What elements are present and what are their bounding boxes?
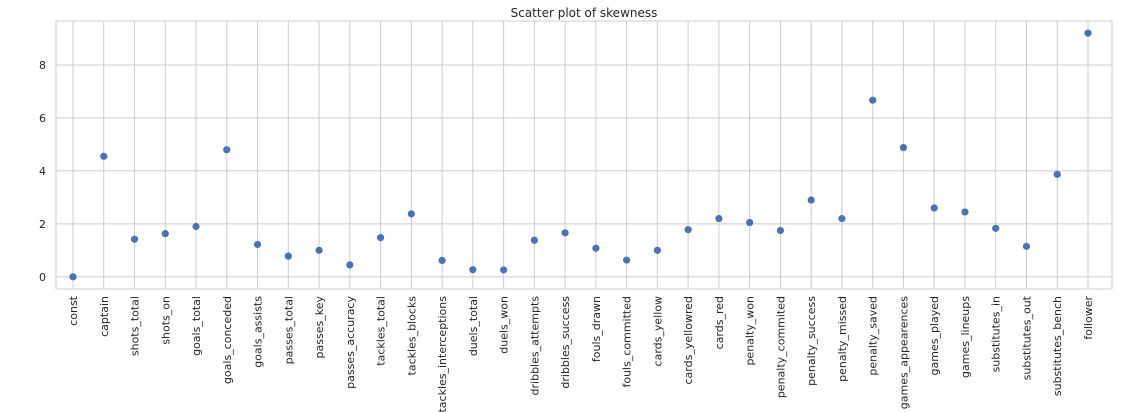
x-tick-label-duels-total: duels_total [467, 296, 480, 356]
data-point-penalty-missed [838, 214, 846, 223]
data-point-const [69, 273, 77, 281]
x-tick-label-substitutes-in: substitutes_in [990, 296, 1003, 372]
x-tick-label-follower: follower [1082, 296, 1095, 340]
data-point-tackles-blocks [407, 210, 415, 218]
y-tick-label: 2 [39, 218, 46, 231]
data-point-cards-yellow [653, 246, 661, 254]
x-tick-label-dribbles-attempts: dribbles_attempts [528, 296, 541, 396]
x-tick-label-duels-won: duels_won [498, 296, 511, 354]
x-tick-label-games-played: games_played [928, 296, 941, 375]
x-tick-label-games-appearences: games_appearences [897, 296, 910, 409]
plot-area-frame [55, 20, 1113, 290]
data-point-passes-key [315, 246, 323, 254]
data-point-penalty-success [807, 196, 815, 204]
x-tick-label-passes-accuracy: passes_accuracy [344, 296, 357, 389]
data-point-games-played [930, 204, 938, 212]
grid-lines [56, 21, 1112, 289]
x-tick-label-passes-key: passes_key [313, 296, 326, 359]
y-tick-label: 4 [39, 165, 46, 178]
x-tick-labels: const captain shots_total shots_on goals_tot… [67, 295, 1095, 412]
data-point-duels-won [500, 266, 508, 274]
data-point-penalty-saved [869, 96, 877, 104]
data-point-tackles-interceptions [438, 256, 446, 264]
x-tick-label-substitutes-bench: substitutes_bench [1051, 296, 1064, 396]
data-point-cards-red [715, 214, 723, 223]
x-tick-label-const: const [67, 295, 80, 325]
x-tick-label-penalty-commited: penalty_commited [774, 296, 787, 398]
data-point-goals-total [192, 222, 200, 231]
data-point-fouls-committed [623, 256, 631, 264]
data-point-substitutes-out [1022, 242, 1031, 250]
data-point-fouls-drawn [592, 244, 600, 252]
data-points [69, 29, 1092, 281]
y-tick-label: 6 [39, 112, 46, 125]
x-tick-label-penalty-won: penalty_won [744, 296, 757, 366]
data-point-games-appearences [899, 143, 908, 152]
x-tick-label-substitutes-out: substitutes_out [1020, 295, 1033, 380]
data-point-passes-accuracy [346, 261, 354, 269]
x-tick-label-tackles-blocks: tackles_blocks [405, 296, 418, 376]
data-point-penalty-won [746, 218, 754, 227]
x-tick-label-shots-total: shots_total [129, 296, 142, 356]
x-tick-label-passes-total: passes_total [282, 296, 295, 364]
data-point-goals-assists [253, 240, 262, 249]
data-point-substitutes-bench [1053, 170, 1061, 178]
x-tick-label-goals-assists: goals_assists [252, 296, 265, 368]
data-point-tackles-total [376, 234, 385, 242]
chart-title: Scatter plot of skewness [511, 6, 658, 20]
x-tick-label-goals-conceded: goals_conceded [221, 296, 234, 384]
data-point-goals-conceded [223, 146, 231, 154]
y-tick-labels: 0 2 4 6 8 [39, 59, 46, 284]
data-point-games-lineups [961, 208, 969, 216]
x-tick-label-cards-yellowred: cards_yellowred [682, 296, 695, 384]
x-tick-label-penalty-missed: penalty_missed [836, 296, 849, 382]
y-tick-label: 8 [39, 59, 46, 72]
data-point-shots-total [130, 235, 139, 243]
x-tick-label-cards-yellow: cards_yellow [651, 296, 664, 366]
x-tick-label-shots-on: shots_on [159, 296, 172, 345]
x-tick-label-captain: captain [98, 296, 111, 337]
x-tick-label-fouls-drawn: fouls_drawn [590, 296, 603, 362]
data-point-captain [100, 152, 108, 160]
x-tick-label-penalty-success: penalty_success [805, 296, 818, 386]
y-tick-label: 0 [39, 271, 46, 284]
data-point-follower [1084, 29, 1092, 37]
data-point-cards-yellowred [684, 226, 692, 234]
x-tick-label-tackles-total: tackles_total [375, 296, 388, 366]
x-tick-label-dribbles-success: dribbles_success [559, 296, 572, 389]
x-tick-label-cards-red: cards_red [713, 296, 726, 349]
data-point-shots-on [161, 230, 169, 238]
x-tick-label-penalty-saved: penalty_saved [867, 296, 880, 376]
data-point-penalty-commited [776, 226, 785, 235]
data-point-dribbles-success [561, 229, 569, 237]
data-point-passes-total [284, 252, 292, 260]
x-tick-label-tackles-interceptions: tackles_interceptions [436, 296, 449, 412]
x-tick-label-fouls-committed: fouls_committed [621, 296, 634, 388]
x-tick-label-goals-total: goals_total [190, 296, 203, 356]
data-point-duels-total [469, 266, 477, 274]
data-point-dribbles-attempts [530, 236, 538, 244]
x-tick-label-games-lineups: games_lineups [959, 296, 972, 378]
data-point-substitutes-in [992, 224, 1000, 232]
